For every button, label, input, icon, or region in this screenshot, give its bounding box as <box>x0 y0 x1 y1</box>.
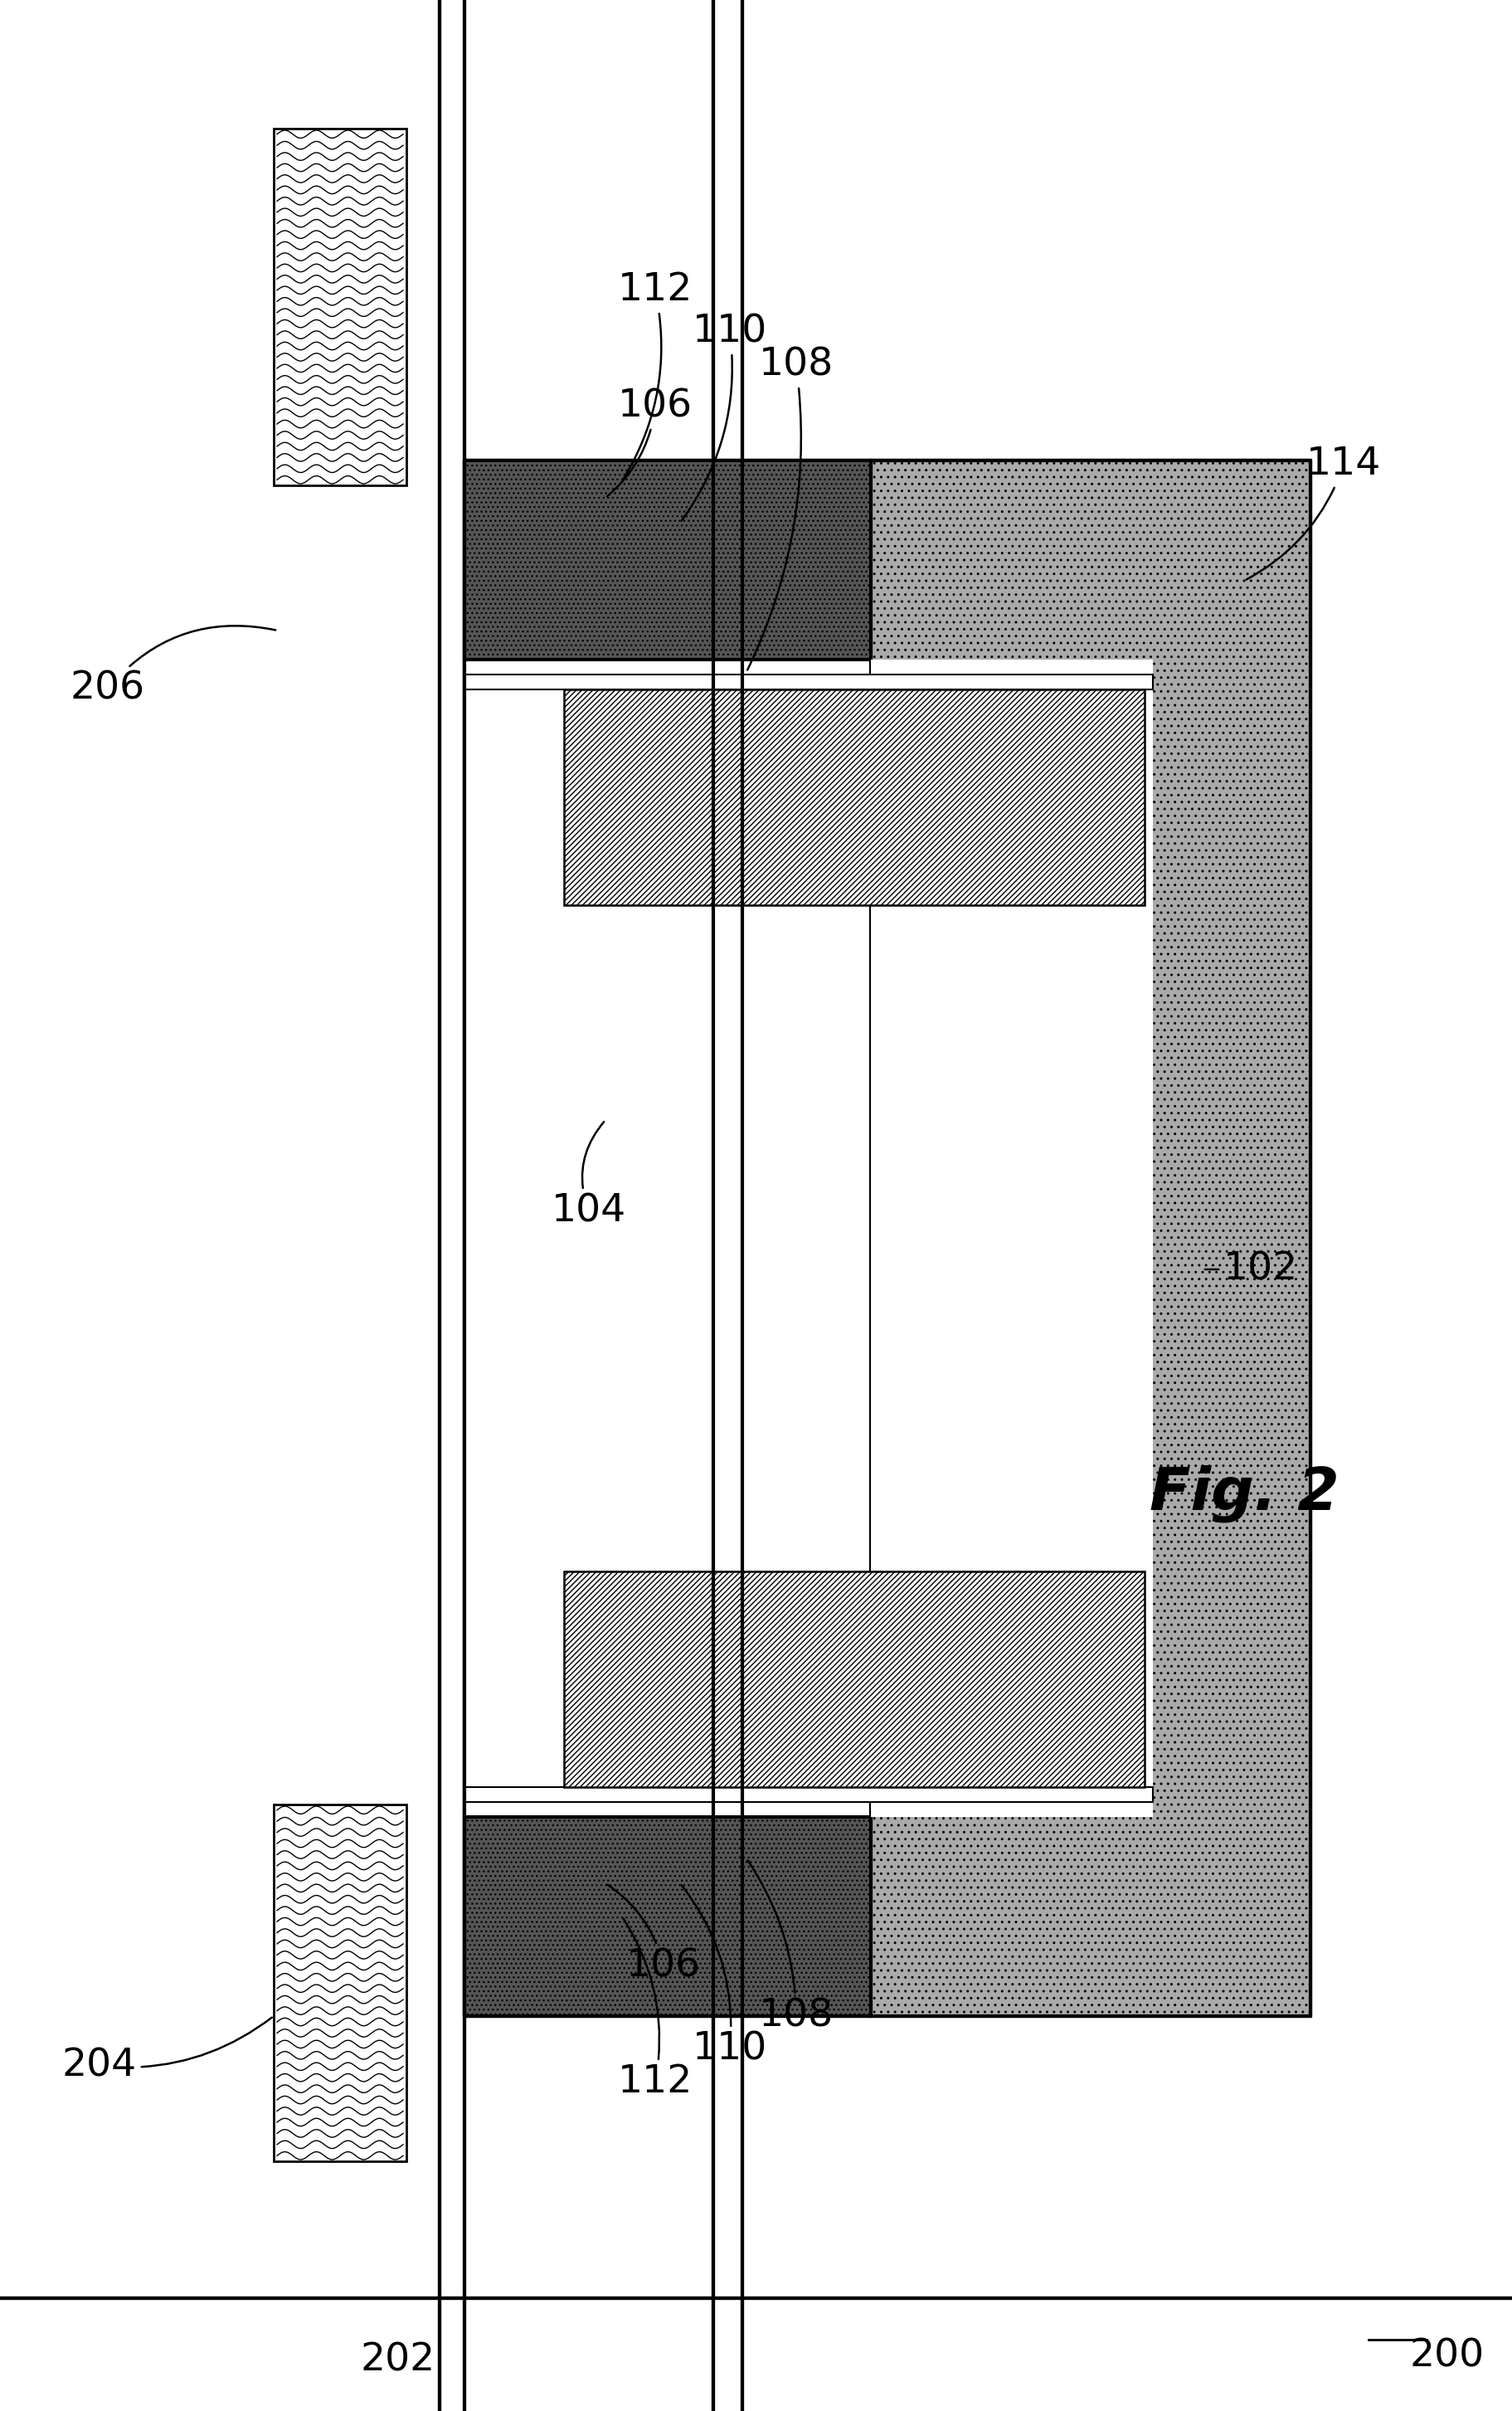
Text: 108: 108 <box>747 347 833 670</box>
Text: 204: 204 <box>62 2018 272 2086</box>
Bar <box>464 1787 1152 1801</box>
Bar <box>464 1818 871 2016</box>
Text: 102: 102 <box>1204 1251 1297 1287</box>
Bar <box>564 1572 1145 1787</box>
Bar <box>464 661 871 1818</box>
Text: Fig. 2: Fig. 2 <box>1149 1463 1338 1521</box>
Text: 108: 108 <box>747 1861 833 2035</box>
Bar <box>871 661 1152 1818</box>
Text: 112: 112 <box>617 1919 692 2100</box>
Text: 106: 106 <box>606 1885 700 1984</box>
Bar <box>464 461 871 661</box>
Text: 110: 110 <box>682 1885 767 2069</box>
Bar <box>564 690 1145 904</box>
Text: 202: 202 <box>360 2341 435 2380</box>
Bar <box>274 1803 407 2160</box>
Text: 106: 106 <box>606 388 692 497</box>
Text: 110: 110 <box>680 313 767 521</box>
Bar <box>871 461 1309 2016</box>
Bar <box>464 675 1152 690</box>
Text: 206: 206 <box>71 627 275 706</box>
Text: 104: 104 <box>552 1121 626 1230</box>
Text: 112: 112 <box>617 272 692 480</box>
Text: 114: 114 <box>1246 446 1380 579</box>
Text: 200: 200 <box>1409 2339 1483 2375</box>
Bar <box>274 128 407 485</box>
